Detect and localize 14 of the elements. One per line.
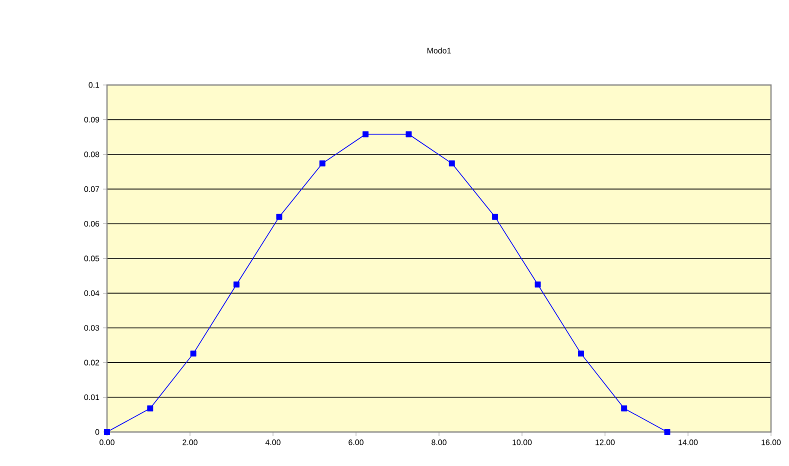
point bbox=[578, 350, 584, 357]
point bbox=[406, 131, 412, 138]
point bbox=[104, 428, 110, 435]
point bbox=[621, 405, 628, 412]
point bbox=[147, 405, 154, 412]
point bbox=[190, 350, 196, 357]
point bbox=[534, 282, 541, 288]
point bbox=[492, 214, 498, 220]
point bbox=[448, 160, 455, 166]
point bbox=[234, 282, 240, 288]
point bbox=[276, 214, 282, 220]
point bbox=[319, 160, 326, 166]
point bbox=[664, 428, 670, 435]
point bbox=[362, 131, 369, 138]
